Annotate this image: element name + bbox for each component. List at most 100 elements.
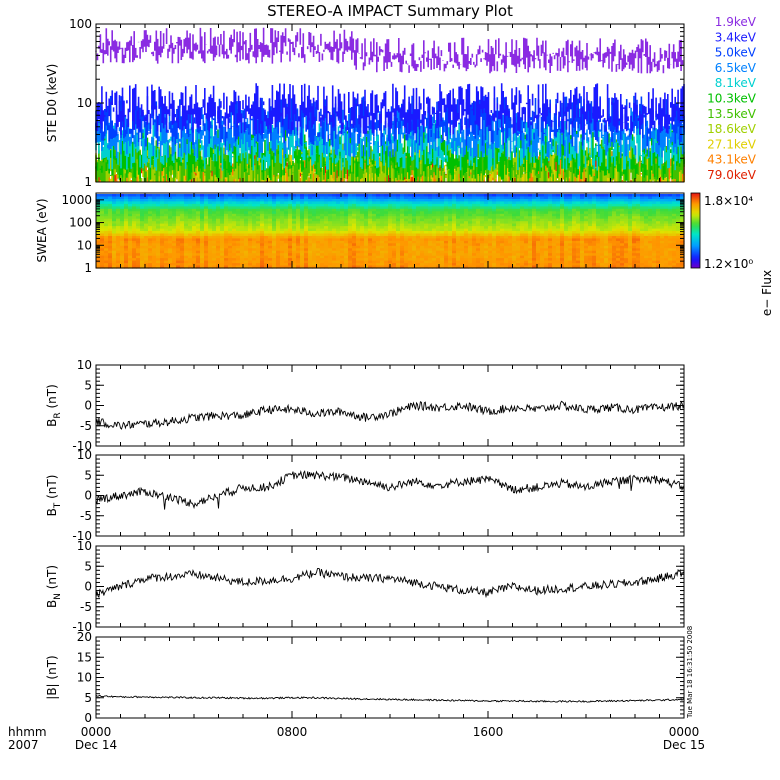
heatmap-cell [152, 243, 157, 247]
heatmap-cell [336, 201, 341, 205]
heatmap-cell [560, 221, 565, 225]
heatmap-cell [116, 245, 121, 249]
heatmap-cell [636, 236, 641, 240]
heatmap-cell [152, 238, 157, 242]
heatmap-cell [104, 196, 109, 200]
heatmap-cell [128, 245, 133, 249]
heatmap-cell [584, 233, 589, 237]
heatmap-cell [584, 218, 589, 222]
heatmap-cell [148, 255, 153, 259]
heatmap-cell [148, 265, 153, 269]
heatmap-cell [328, 253, 333, 257]
heatmap-cell [200, 255, 205, 259]
heatmap-cell [372, 206, 377, 210]
heatmap-cell [588, 250, 593, 254]
heatmap-cell [208, 216, 213, 220]
heatmap-cell [144, 226, 149, 230]
heatmap-cell [100, 223, 105, 227]
heatmap-cell [180, 206, 185, 210]
heatmap-cell [264, 194, 269, 198]
heatmap-cell [184, 258, 189, 262]
heatmap-cell [556, 260, 561, 264]
heatmap-cell [112, 194, 117, 198]
heatmap-cell [484, 248, 489, 252]
heatmap-cell [560, 260, 565, 264]
heatmap-cell [280, 238, 285, 242]
heatmap-cell [188, 250, 193, 254]
heatmap-cell [544, 250, 549, 254]
heatmap-cell [244, 260, 249, 264]
heatmap-cell [372, 248, 377, 252]
heatmap-cell [464, 218, 469, 222]
heatmap-cell [368, 250, 373, 254]
heatmap-cell [208, 255, 213, 259]
heatmap-cell [240, 265, 245, 269]
heatmap-cell [556, 201, 561, 205]
heatmap-cell [424, 243, 429, 247]
heatmap-cell [212, 226, 217, 230]
y-tick-label: -5 [80, 419, 92, 433]
heatmap-cell [536, 208, 541, 212]
heatmap-cell [408, 213, 413, 217]
heatmap-cell [468, 223, 473, 227]
heatmap-cell [352, 199, 357, 203]
heatmap-cell [248, 226, 253, 230]
heatmap-cell [416, 236, 421, 240]
heatmap-cell [188, 228, 193, 232]
heatmap-cell [232, 231, 237, 235]
heatmap-cell [464, 228, 469, 232]
heatmap-cell [652, 208, 657, 212]
heatmap-cell [528, 258, 533, 262]
heatmap-cell [412, 233, 417, 237]
heatmap-cell [680, 196, 685, 200]
heatmap-cell [280, 196, 285, 200]
heatmap-cell [540, 218, 545, 222]
heatmap-cell [504, 194, 509, 198]
heatmap-cell [524, 194, 529, 198]
heatmap-cell [416, 211, 421, 215]
heatmap-cell [332, 265, 337, 269]
heatmap-cell [244, 199, 249, 203]
heatmap-cell [128, 231, 133, 235]
heatmap-cell [632, 201, 637, 205]
heatmap-cell [636, 199, 641, 203]
heatmap-cell [492, 194, 497, 198]
heatmap-cell [504, 211, 509, 215]
heatmap-cell [676, 260, 681, 264]
heatmap-cell [196, 248, 201, 252]
heatmap-cell [228, 253, 233, 257]
heatmap-cell [144, 223, 149, 227]
heatmap-cell [372, 226, 377, 230]
heatmap-cell [116, 194, 121, 198]
heatmap-cell [624, 221, 629, 225]
heatmap-cell [568, 255, 573, 259]
heatmap-cell [412, 228, 417, 232]
heatmap-cell [596, 218, 601, 222]
heatmap-cell [316, 206, 321, 210]
heatmap-cell [272, 250, 277, 254]
heatmap-cell [340, 223, 345, 227]
heatmap-cell [100, 260, 105, 264]
heatmap-cell [224, 226, 229, 230]
heatmap-cell [232, 216, 237, 220]
heatmap-cell [620, 196, 625, 200]
heatmap-cell [664, 211, 669, 215]
heatmap-cell [188, 253, 193, 257]
heatmap-cell [144, 194, 149, 198]
heatmap-cell [488, 236, 493, 240]
heatmap-cell [480, 208, 485, 212]
heatmap-cell [348, 245, 353, 249]
heatmap-cell [388, 240, 393, 244]
heatmap-cell [260, 211, 265, 215]
heatmap-cell [628, 265, 633, 269]
heatmap-cell [656, 206, 661, 210]
heatmap-cell [616, 218, 621, 222]
heatmap-cell [416, 243, 421, 247]
heatmap-cell [412, 203, 417, 207]
heatmap-cell [212, 216, 217, 220]
heatmap-cell [256, 236, 261, 240]
heatmap-cell [172, 221, 177, 225]
heatmap-cell [364, 265, 369, 269]
heatmap-cell [248, 218, 253, 222]
heatmap-cell [580, 248, 585, 252]
